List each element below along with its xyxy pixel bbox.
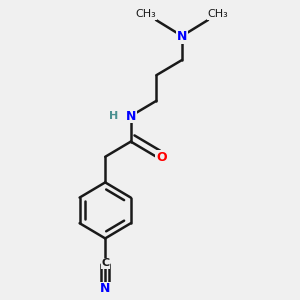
Text: H: H <box>109 111 118 121</box>
Text: N: N <box>177 30 187 43</box>
Text: CH₃: CH₃ <box>136 9 156 19</box>
Text: N: N <box>100 282 110 295</box>
Text: N: N <box>126 110 136 122</box>
Text: C: C <box>101 258 109 268</box>
Text: O: O <box>156 151 166 164</box>
Text: CH₃: CH₃ <box>208 9 228 19</box>
